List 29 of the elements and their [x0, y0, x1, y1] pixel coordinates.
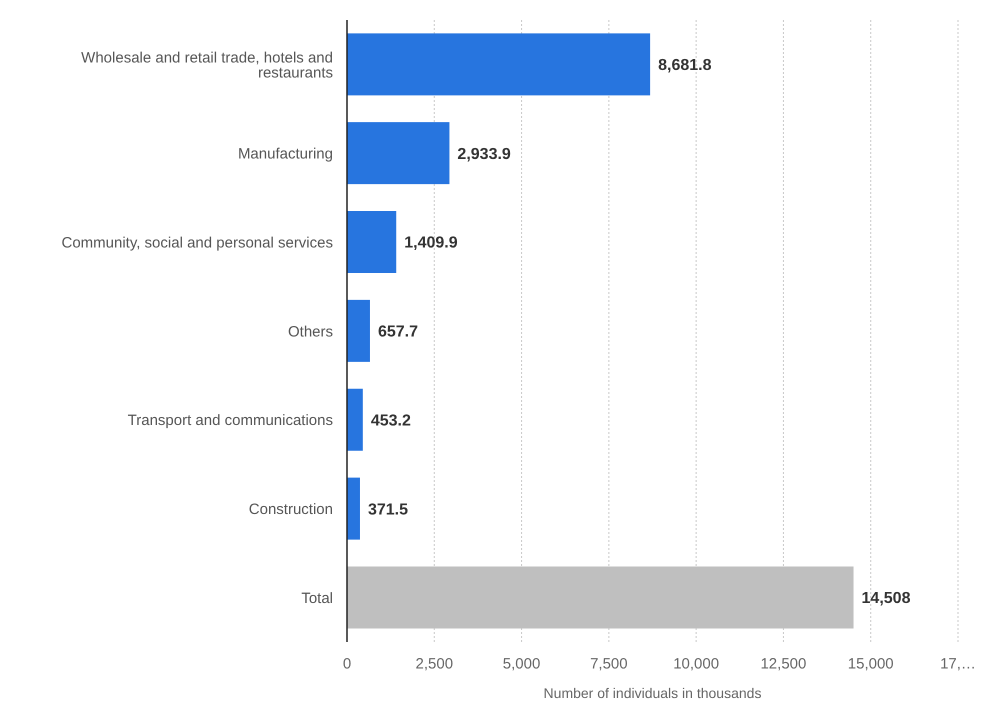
- x-tick-label: 12,500: [760, 656, 806, 673]
- y-tick-label: Others: [288, 323, 333, 340]
- bar: [347, 478, 360, 540]
- bar: [347, 122, 450, 184]
- data-label: 14,508: [862, 590, 911, 608]
- y-tick-label: Manufacturing: [238, 146, 333, 163]
- x-tick-label: 10,000: [673, 656, 720, 673]
- x-tick-label: 0: [342, 656, 352, 673]
- data-label: 371.5: [368, 501, 408, 518]
- bar: [347, 211, 396, 274]
- x-tick-label: 17,…: [940, 656, 976, 673]
- x-tick-label: 5,000: [502, 656, 540, 673]
- x-tick-label: 2,500: [416, 656, 454, 673]
- data-label: 1,409.9: [404, 234, 458, 252]
- x-tick-label: 15,000: [848, 656, 894, 673]
- y-tick-label: Total: [301, 590, 333, 607]
- data-label: 453.2: [370, 412, 411, 430]
- bar: [347, 388, 363, 451]
- y-tick-label: Construction: [248, 501, 333, 518]
- bar: [347, 33, 650, 96]
- data-label: 2,933.9: [457, 146, 511, 163]
- x-tick-label: 7,500: [590, 656, 628, 673]
- y-tick-label: Wholesale and retail trade, hotels and restaurants: [81, 49, 333, 82]
- bar: [347, 300, 370, 362]
- y-tick-label: Community, social and personal services: [61, 234, 333, 252]
- y-tick-label: Transport and communications: [128, 412, 333, 430]
- data-label: 8,681.8: [658, 57, 712, 74]
- data-label: 657.7: [378, 324, 418, 341]
- x-axis-title: Number of individuals in thousands: [544, 685, 762, 701]
